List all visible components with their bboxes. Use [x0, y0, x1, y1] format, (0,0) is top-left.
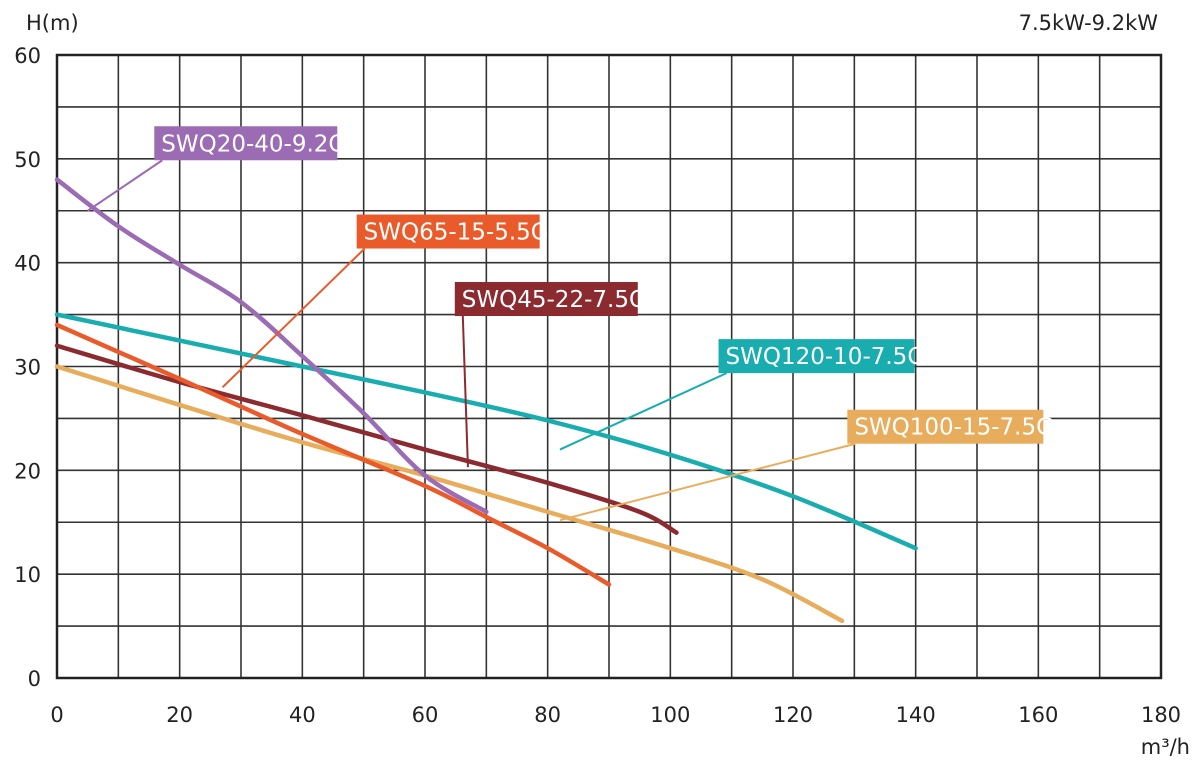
series-label-text: SWQ20-40-9.2G [161, 131, 346, 157]
label-leader-line [461, 315, 469, 468]
chart-title: 7.5kW-9.2kW [1019, 11, 1159, 35]
series-label-box [154, 126, 338, 161]
series-label-text: SWQ65-15-5.5G [364, 220, 549, 246]
series-label-box [847, 409, 1044, 444]
label-leader-line [559, 372, 727, 451]
y-tick-label: 50 [14, 148, 41, 172]
y-tick-label: 40 [14, 252, 41, 276]
y-tick-label: 20 [14, 459, 41, 483]
series-labels: SWQ20-40-9.2G SWQ65-15-5.5G SWQ45-22-7.5G S… [87, 126, 1054, 522]
x-tick-label: 20 [166, 703, 193, 727]
x-tick-label: 0 [50, 703, 63, 727]
series-label-text: SWQ100-15-7.5G [854, 415, 1054, 441]
x-tick-label: 80 [534, 703, 561, 727]
x-tick-label: 160 [1018, 703, 1058, 727]
x-axis-label: m³/h [1141, 735, 1190, 759]
series-label-box [718, 339, 915, 374]
y-tick-label: 30 [14, 356, 41, 380]
series-label-text: SWQ120-10-7.5G [726, 344, 926, 370]
series-label-text: SWQ45-22-7.5G [462, 287, 647, 313]
y-tick-label: 0 [28, 667, 41, 691]
y-tick-label: 60 [14, 44, 41, 68]
y-tick-label: 10 [14, 563, 41, 587]
series-label-box [454, 282, 638, 317]
x-tick-label: 100 [650, 703, 690, 727]
x-tick-label: 40 [289, 703, 316, 727]
tick-labels: 0 20 40 60 80 100 120 140 160 180 0 10 20 30 40 50 60 [14, 44, 1181, 727]
series-line-swq100-15-7.5g [54, 364, 845, 624]
y-axis-label: H(m) [26, 11, 79, 35]
series-line-swq45-22-7.5g [54, 343, 679, 535]
label-leader-line [559, 442, 856, 522]
label-leader-line [87, 159, 163, 212]
series-label-box [356, 214, 540, 249]
series-line-swq65-15-5.5g [54, 322, 612, 587]
series-line-swq120-10-7.5g [54, 312, 918, 551]
x-tick-label: 180 [1141, 703, 1181, 727]
x-tick-label: 140 [896, 703, 936, 727]
x-tick-label: 120 [773, 703, 813, 727]
x-tick-label: 60 [412, 703, 439, 727]
label-leader-line [221, 247, 366, 388]
